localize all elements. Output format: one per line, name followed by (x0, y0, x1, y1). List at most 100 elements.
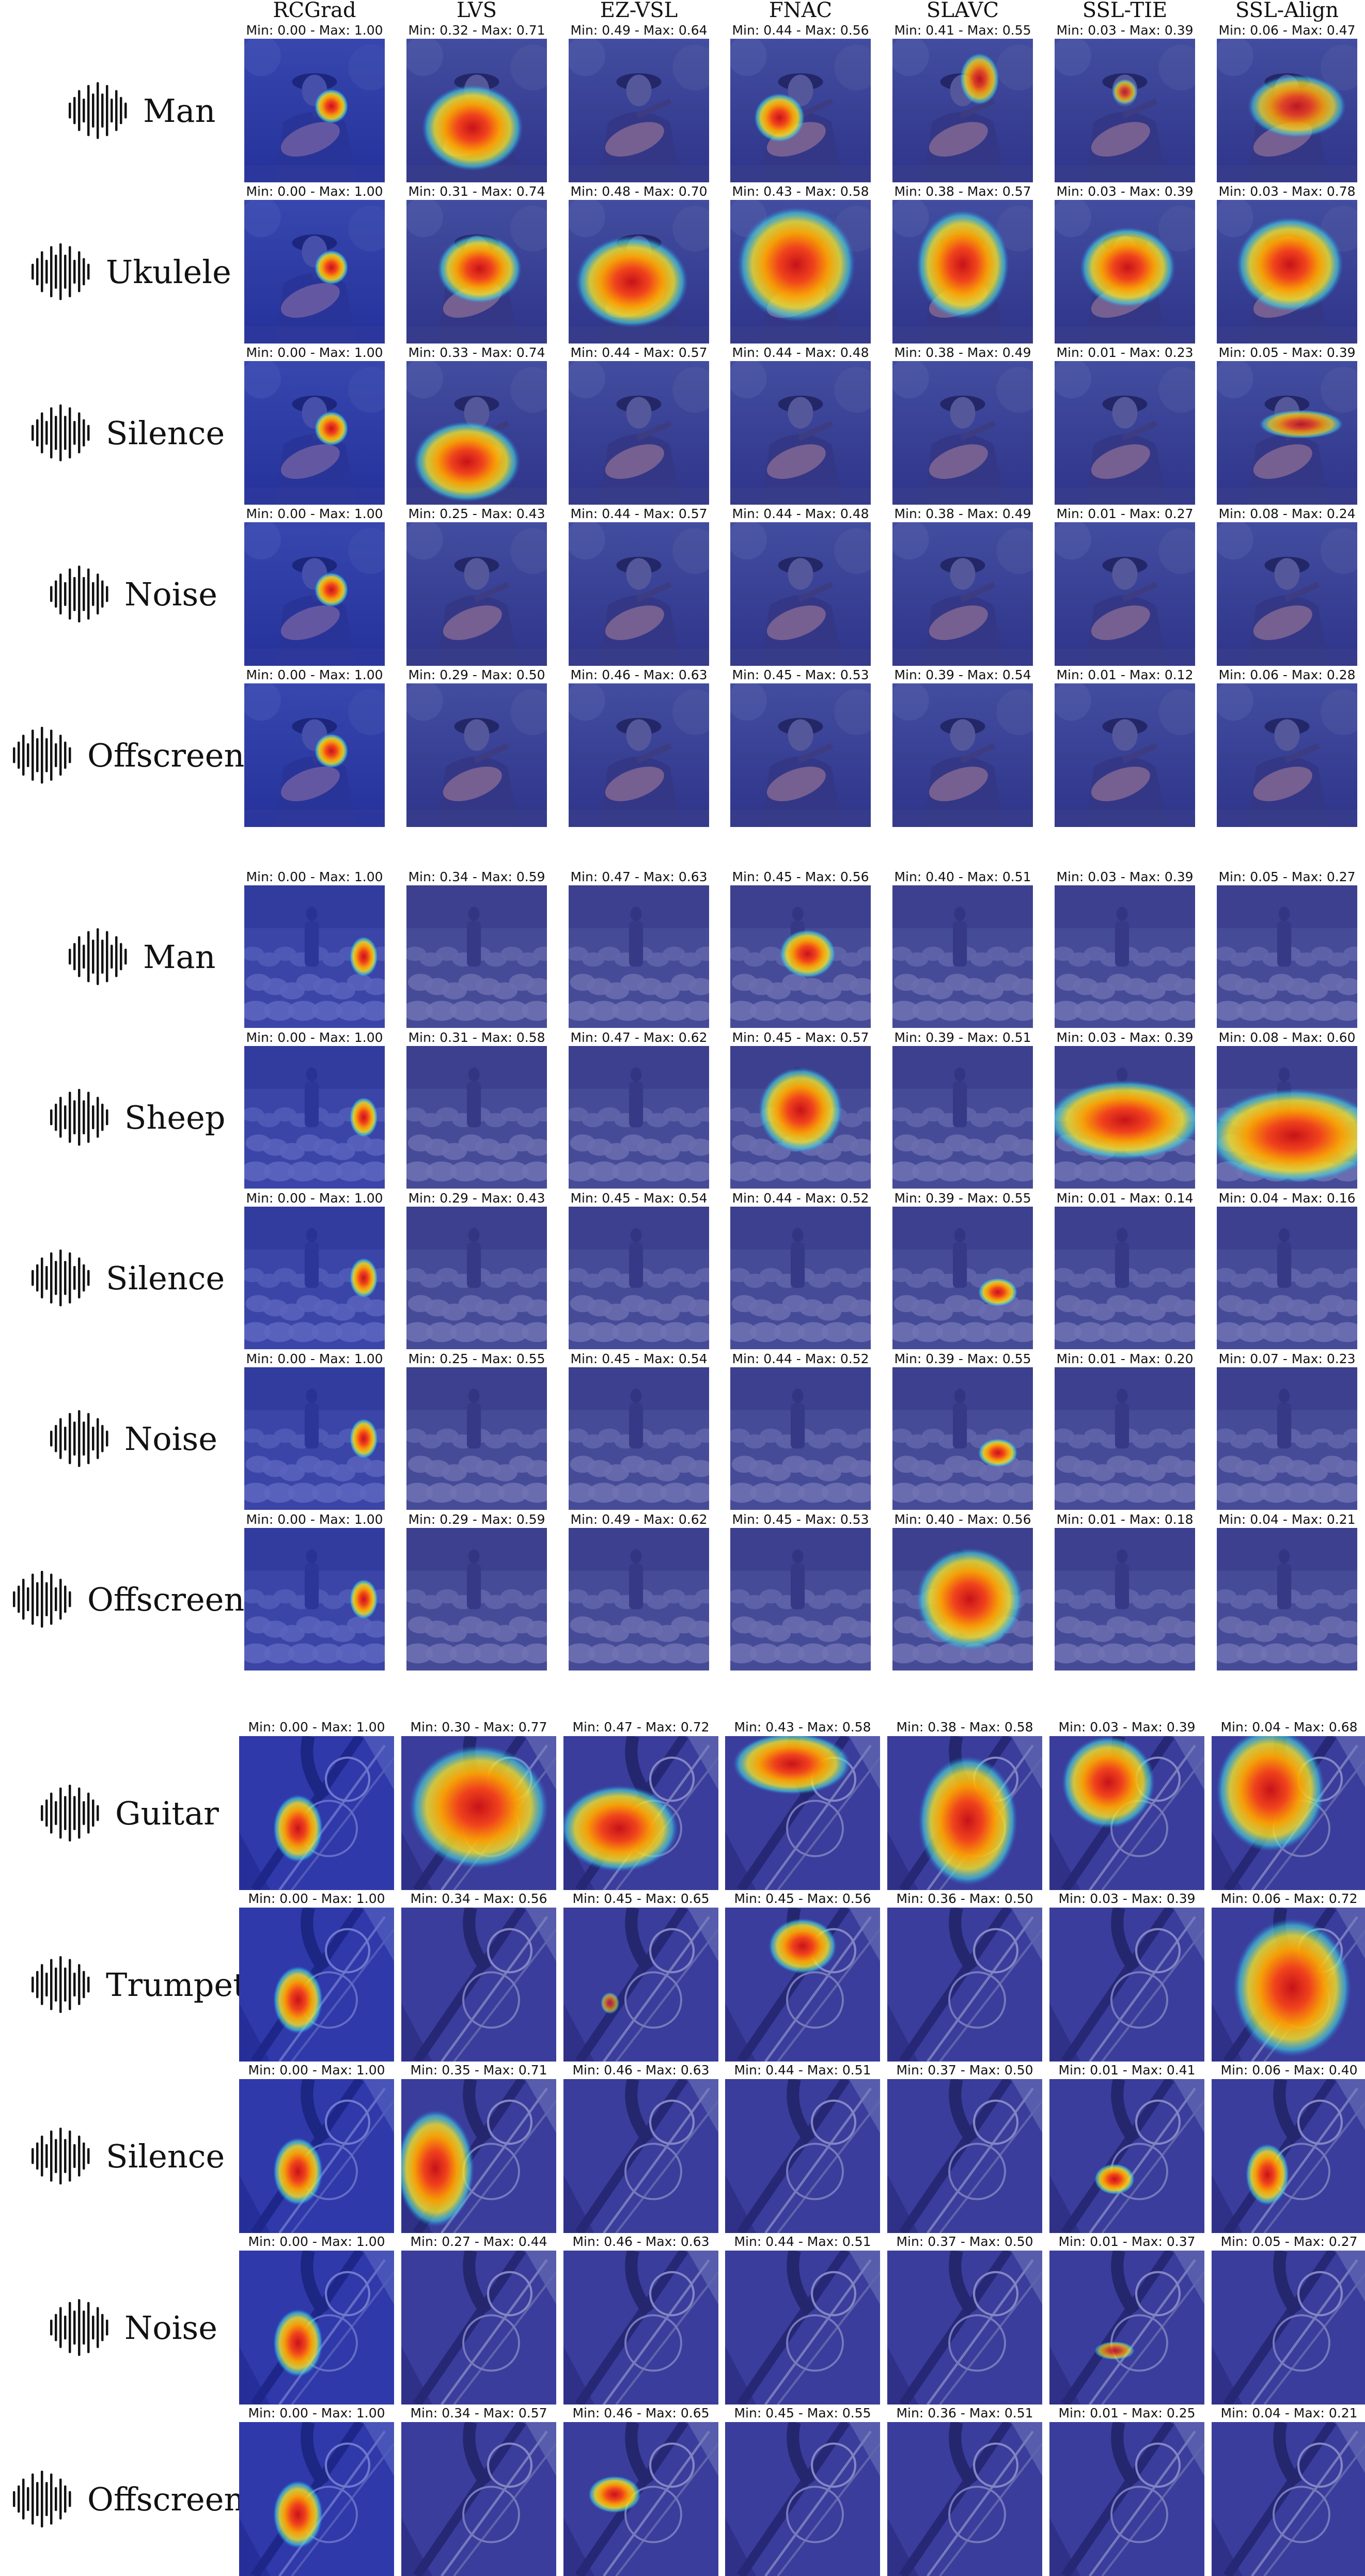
heatmap-cell-slavc: Min: 0.36 - Max: 0.51 (887, 2406, 1042, 2576)
heatmap-blob (588, 2476, 641, 2513)
saliency-map (406, 1046, 547, 1189)
saliency-map (730, 683, 871, 827)
saliency-map (887, 1736, 1042, 1890)
saliency-map (1212, 2251, 1365, 2405)
saliency-map (244, 1046, 385, 1189)
heatmap-cell-rcgrad: Min: 0.00 - Max: 1.00 (239, 1892, 394, 2062)
scene-photo (730, 683, 871, 827)
saliency-map (1055, 1367, 1195, 1510)
heatmap-cell-slavc: Min: 0.38 - Max: 0.49 (892, 346, 1033, 505)
heatmap-cell-ez-vsl: Min: 0.46 - Max: 0.63 (563, 2063, 718, 2233)
waveform-icon (50, 1410, 108, 1467)
scene-photo (563, 2251, 718, 2405)
saliency-map (887, 2422, 1042, 2576)
scene-photo (730, 1528, 871, 1671)
row-label-text: Sheep (124, 1098, 226, 1136)
min-max-label: Min: 0.25 - Max: 0.55 (408, 1351, 545, 1366)
heatmap-blob (916, 210, 1009, 319)
heatmap-cell-lvs: Min: 0.33 - Max: 0.74 (406, 346, 547, 505)
heatmap-blob (315, 250, 349, 285)
min-max-label: Min: 0.45 - Max: 0.53 (732, 1512, 869, 1527)
saliency-map (730, 1046, 871, 1189)
heatmap-cell-slavc: Min: 0.38 - Max: 0.58 (887, 1720, 1042, 1890)
min-max-label: Min: 0.01 - Max: 0.20 (1056, 1351, 1194, 1366)
saliency-map (892, 683, 1033, 827)
heatmap-cell-rcgrad: Min: 0.00 - Max: 1.00 (244, 1031, 385, 1189)
saliency-map (244, 1528, 385, 1671)
min-max-label: Min: 0.49 - Max: 0.64 (570, 23, 708, 38)
saliency-map (892, 361, 1033, 505)
row-label-text: Noise (124, 575, 217, 613)
waveform-icon (50, 1089, 108, 1146)
saliency-map (887, 1908, 1042, 2062)
saliency-map (1212, 2422, 1365, 2576)
row-label-trumpet: Trumpet (30, 1954, 246, 2016)
heatmap-blob (575, 236, 688, 328)
saliency-map (1217, 39, 1357, 182)
heatmap-cell-ez-vsl: Min: 0.49 - Max: 0.64 (569, 23, 709, 182)
scene-photo (1055, 522, 1195, 666)
min-max-label: Min: 0.00 - Max: 1.00 (246, 667, 383, 682)
scene-photo (887, 2251, 1042, 2405)
min-max-label: Min: 0.40 - Max: 0.56 (894, 1512, 1031, 1527)
heatmap-blob (315, 733, 349, 769)
heatmap-cell-slavc: Min: 0.39 - Max: 0.55 (892, 1352, 1033, 1510)
heatmap-cell-ssl-align: Min: 0.08 - Max: 0.24 (1217, 507, 1357, 666)
waveform-icon (32, 404, 90, 461)
heatmap-blob (1055, 1080, 1195, 1160)
min-max-label: Min: 0.04 - Max: 0.21 (1220, 2406, 1358, 2421)
heatmap-cell-fnac: Min: 0.44 - Max: 0.52 (730, 1191, 871, 1349)
heatmap-blob (978, 1439, 1018, 1467)
saliency-map (569, 1046, 709, 1189)
heatmap-blob (733, 1736, 851, 1795)
scene-photo (406, 522, 547, 666)
min-max-label: Min: 0.27 - Max: 0.44 (410, 2234, 547, 2249)
row-label-text: Man (143, 91, 216, 130)
scene-photo (1055, 683, 1195, 827)
column-header-slavc: SLAVC (926, 0, 999, 22)
heatmap-cell-fnac: Min: 0.44 - Max: 0.48 (730, 507, 871, 666)
heatmap-blob (273, 2309, 323, 2377)
scene-photo (569, 683, 709, 827)
heatmap-cell-slavc: Min: 0.39 - Max: 0.55 (892, 1191, 1033, 1349)
scene-photo (725, 2251, 880, 2405)
min-max-label: Min: 0.49 - Max: 0.62 (570, 1512, 708, 1527)
heatmap-cell-lvs: Min: 0.25 - Max: 0.55 (406, 1352, 547, 1510)
min-max-label: Min: 0.05 - Max: 0.27 (1218, 869, 1356, 884)
heatmap-blob (916, 1548, 1023, 1651)
heatmap-blob (273, 1966, 323, 2034)
min-max-label: Min: 0.03 - Max: 0.39 (1056, 869, 1194, 884)
heatmap-cell-ssl-align: Min: 0.06 - Max: 0.40 (1212, 2063, 1365, 2233)
scene-photo (1055, 1528, 1195, 1671)
row-label-text: Ukulele (106, 253, 231, 291)
saliency-map (725, 2079, 880, 2233)
heatmap-cell-rcgrad: Min: 0.00 - Max: 1.00 (244, 184, 385, 344)
scene-photo (406, 1367, 547, 1510)
heatmap-cell-rcgrad: Min: 0.00 - Max: 1.00 (239, 2235, 394, 2405)
heatmap-blob (350, 1579, 378, 1619)
heatmap-blob (350, 1418, 378, 1459)
heatmap-cell-ez-vsl: Min: 0.47 - Max: 0.63 (569, 870, 709, 1028)
min-max-label: Min: 0.00 - Max: 1.00 (248, 2063, 385, 2078)
min-max-label: Min: 0.45 - Max: 0.54 (570, 1191, 708, 1206)
heatmap-cell-ez-vsl: Min: 0.47 - Max: 0.62 (569, 1031, 709, 1189)
min-max-label: Min: 0.04 - Max: 0.21 (1218, 1512, 1356, 1527)
column-header-fnac: FNAC (768, 0, 833, 22)
saliency-map (244, 522, 385, 666)
min-max-label: Min: 0.31 - Max: 0.74 (408, 184, 545, 199)
saliency-map (401, 1736, 556, 1890)
heatmap-blob (918, 1756, 1017, 1886)
min-max-label: Min: 0.46 - Max: 0.65 (572, 2406, 710, 2421)
heatmap-blob (350, 1258, 378, 1298)
saliency-map (1212, 2079, 1365, 2233)
heatmap-cell-fnac: Min: 0.45 - Max: 0.53 (730, 1512, 871, 1671)
heatmap-cell-lvs: Min: 0.29 - Max: 0.59 (406, 1512, 547, 1671)
scene-photo (406, 683, 547, 827)
min-max-label: Min: 0.00 - Max: 1.00 (246, 1030, 383, 1045)
heatmap-cell-ssl-align: Min: 0.06 - Max: 0.72 (1212, 1892, 1365, 2062)
heatmap-cell-fnac: Min: 0.43 - Max: 0.58 (725, 1720, 880, 1890)
min-max-label: Min: 0.01 - Max: 0.25 (1058, 2406, 1196, 2421)
saliency-map (406, 522, 547, 666)
heatmap-cell-ssl-align: Min: 0.07 - Max: 0.23 (1217, 1352, 1357, 1510)
row-label-text: Guitar (115, 1794, 219, 1832)
